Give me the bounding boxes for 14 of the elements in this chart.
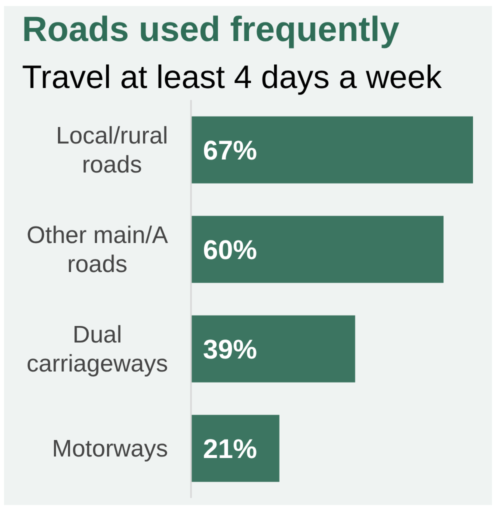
data-label: 21% xyxy=(203,434,258,464)
chart-subtitle: Travel at least 4 days a week xyxy=(22,58,442,96)
bar xyxy=(191,414,280,482)
y-tick-label: Motorways xyxy=(52,436,168,463)
y-tick-label: Other main/A roads xyxy=(26,222,168,278)
data-label: 60% xyxy=(203,235,258,266)
chart-title: Roads used frequently xyxy=(22,10,400,50)
bar xyxy=(191,116,473,184)
data-label: 67% xyxy=(203,136,258,166)
bar xyxy=(191,216,444,283)
data-label: 39% xyxy=(203,334,258,365)
bar xyxy=(191,315,356,382)
y-tick-label: Dual carriageways xyxy=(26,322,168,378)
y-tick-label: Local/rural roads xyxy=(56,122,168,179)
